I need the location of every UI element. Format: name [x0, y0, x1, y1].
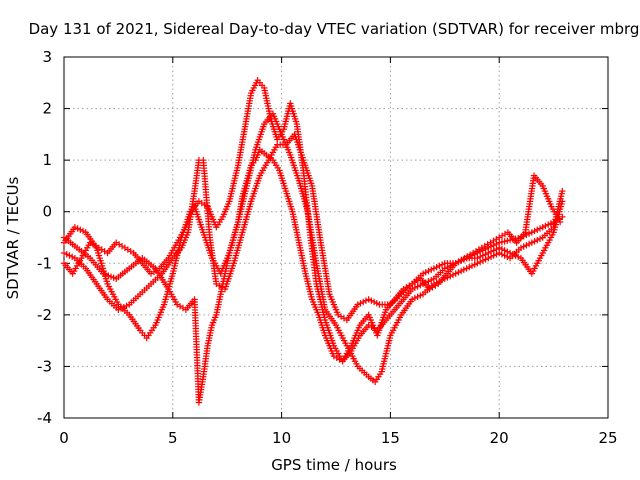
x-tick-label: 15	[381, 429, 400, 447]
y-tick-label: -3	[37, 357, 52, 375]
data-point	[559, 187, 566, 195]
y-tick-label: -4	[37, 409, 52, 427]
y-tick-label: -2	[37, 306, 52, 324]
x-tick-label: 25	[598, 429, 617, 447]
y-axis-title: SDTVAR / TECUs	[4, 176, 22, 299]
x-tick-label: 10	[272, 429, 291, 447]
y-tick-label: 0	[42, 203, 52, 221]
chart-title: Day 131 of 2021, Sidereal Day-to-day VTE…	[29, 20, 640, 38]
x-tick-label: 5	[168, 429, 178, 447]
axis-ticks: 0 5 10 15 20 25 -4 -3 -2 -1 0 1 2 3	[37, 48, 618, 447]
x-axis-title: GPS time / hours	[271, 456, 397, 474]
x-tick-label: 20	[490, 429, 509, 447]
y-tick-label: 3	[42, 48, 52, 66]
y-tick-label: 1	[42, 151, 52, 169]
data-points	[60, 77, 566, 406]
data-point	[556, 218, 564, 226]
x-tick-label: 0	[59, 429, 69, 447]
y-tick-label: 2	[42, 100, 52, 118]
y-tick-label: -1	[37, 254, 52, 272]
data-point	[559, 198, 566, 205]
